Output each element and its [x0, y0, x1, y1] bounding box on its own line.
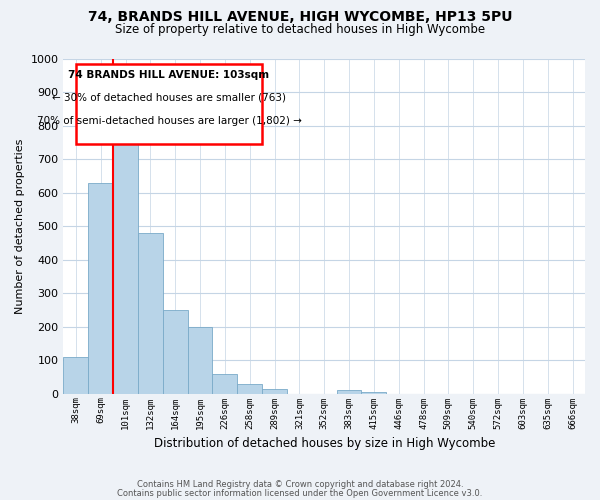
Y-axis label: Number of detached properties: Number of detached properties: [15, 138, 25, 314]
Text: Contains public sector information licensed under the Open Government Licence v3: Contains public sector information licen…: [118, 489, 482, 498]
Bar: [113, 126, 138, 394]
Bar: [88, 183, 113, 394]
Text: ← 30% of detached houses are smaller (763): ← 30% of detached houses are smaller (76…: [52, 93, 286, 103]
Bar: [138, 233, 163, 394]
X-axis label: Distribution of detached houses by size in High Wycombe: Distribution of detached houses by size …: [154, 437, 495, 450]
Bar: [188, 326, 212, 394]
Text: Size of property relative to detached houses in High Wycombe: Size of property relative to detached ho…: [115, 22, 485, 36]
Text: 74 BRANDS HILL AVENUE: 103sqm: 74 BRANDS HILL AVENUE: 103sqm: [68, 70, 269, 80]
Bar: [262, 388, 287, 394]
Bar: [163, 310, 188, 394]
Bar: [337, 390, 361, 394]
Bar: [361, 392, 386, 394]
Bar: [64, 357, 88, 394]
Text: Contains HM Land Registry data © Crown copyright and database right 2024.: Contains HM Land Registry data © Crown c…: [137, 480, 463, 489]
Bar: [212, 374, 237, 394]
Text: 70% of semi-detached houses are larger (1,802) →: 70% of semi-detached houses are larger (…: [37, 116, 301, 126]
Text: 74, BRANDS HILL AVENUE, HIGH WYCOMBE, HP13 5PU: 74, BRANDS HILL AVENUE, HIGH WYCOMBE, HP…: [88, 10, 512, 24]
Bar: [237, 384, 262, 394]
